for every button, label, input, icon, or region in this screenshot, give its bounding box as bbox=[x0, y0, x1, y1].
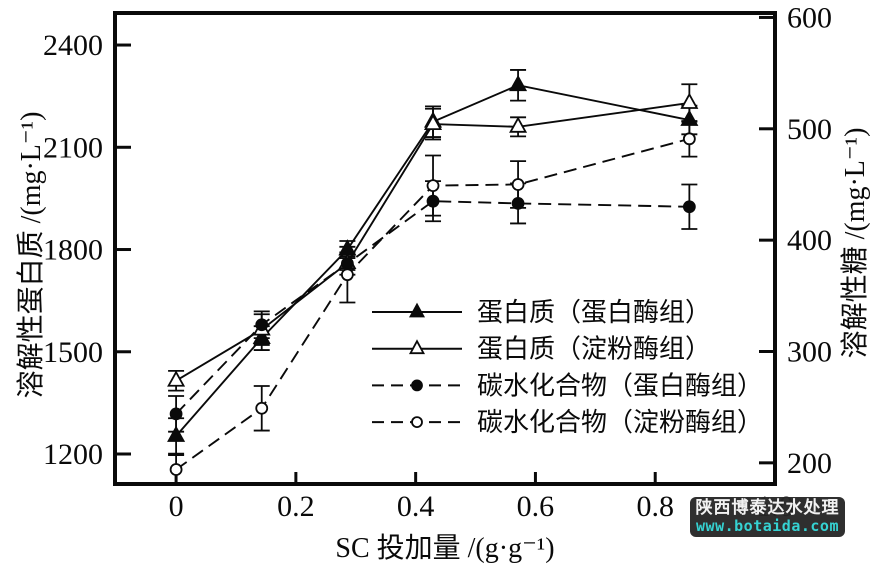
marker-triangle-open-icon bbox=[680, 92, 699, 109]
y-left-tick-label: 1200 bbox=[43, 438, 103, 471]
marker-triangle-open-icon bbox=[408, 339, 426, 355]
series-line-carb-protease bbox=[175, 200, 690, 415]
marker-circle-open-icon bbox=[255, 401, 269, 415]
marker-circle-open-icon bbox=[340, 268, 354, 282]
legend-label: 蛋白质（淀粉酶组） bbox=[477, 335, 711, 364]
marker-circle-open-icon bbox=[682, 132, 696, 146]
legend-item-carb-amylase: 碳水化合物（淀粉酶组） bbox=[372, 408, 763, 437]
watermark-company: 陕西博泰达水处理 bbox=[695, 498, 840, 519]
y-right-tick-label: 400 bbox=[787, 224, 832, 257]
watermark: 陕西博泰达水处理 www.botaida.com bbox=[690, 497, 845, 537]
x-tick-label: 0 bbox=[169, 490, 184, 523]
marker-triangle-open-icon bbox=[509, 116, 528, 133]
x-tick-label: 0.4 bbox=[397, 490, 435, 523]
marker-triangle-filled-icon bbox=[167, 425, 186, 442]
marker-circle-filled-icon bbox=[426, 194, 440, 208]
marker-circle-filled-icon bbox=[682, 200, 696, 214]
marker-circle-open-icon bbox=[169, 463, 183, 476]
legend-item-carb-protease: 碳水化合物（蛋白酶组） bbox=[372, 371, 763, 400]
watermark-url: www.botaida.com bbox=[696, 517, 839, 536]
y-left-tick-label: 1800 bbox=[43, 234, 103, 267]
marker-triangle-filled-icon bbox=[509, 74, 528, 92]
series-line-carb-amylase bbox=[175, 137, 690, 471]
marker-circle-open-icon bbox=[411, 416, 423, 429]
marker-triangle-open-icon bbox=[423, 113, 443, 131]
x-tick-label: 0.2 bbox=[277, 490, 315, 523]
y-left-tick-label: 1500 bbox=[43, 336, 103, 369]
legend-label: 蛋白质（蛋白酶组） bbox=[477, 298, 711, 327]
marker-triangle-filled-icon bbox=[680, 109, 699, 126]
legend-item-protein-amylase: 蛋白质（淀粉酶组） bbox=[372, 335, 711, 364]
y-right-tick-label: 600 bbox=[787, 1, 832, 34]
legend-label: 碳水化合物（蛋白酶组） bbox=[477, 371, 763, 400]
marker-circle-filled-icon bbox=[169, 407, 183, 421]
series-line-protein-protease bbox=[175, 84, 690, 437]
x-axis-title: SC 投加量 /(g·g⁻¹) bbox=[335, 533, 555, 564]
legend: 蛋白质（蛋白酶组） 蛋白质（淀粉酶组） 碳水化合物（蛋白酶组） 碳水化合物（淀粉酶组） bbox=[372, 298, 763, 437]
series-line-protein-amylase bbox=[175, 102, 690, 382]
legend-item-protein-protease: 蛋白质（蛋白酶组） bbox=[372, 298, 711, 327]
y-right-tick-label: 500 bbox=[787, 113, 832, 146]
marker-circle-filled-icon bbox=[511, 197, 525, 210]
x-tick-label: 0.6 bbox=[517, 490, 555, 523]
right-axis-title: 溶解性糖 /(mg·L⁻¹) bbox=[840, 127, 871, 359]
y-right-tick-label: 300 bbox=[787, 335, 832, 368]
marker-circle-filled-icon bbox=[411, 379, 423, 392]
marker-circle-open-icon bbox=[511, 178, 525, 191]
marker-triangle-filled-icon bbox=[252, 327, 271, 345]
y-left-tick-label: 2400 bbox=[43, 29, 103, 62]
marker-circle-filled-icon bbox=[255, 318, 269, 332]
x-tick-label: 0.8 bbox=[636, 490, 674, 523]
marker-circle-filled-icon bbox=[340, 257, 354, 270]
marker-triangle-open-icon bbox=[167, 370, 186, 387]
y-right-tick-label: 200 bbox=[787, 447, 832, 480]
left-axis-title: 溶解性蛋白质 /(mg·L⁻¹) bbox=[16, 111, 47, 399]
legend-label: 碳水化合物（淀粉酶组） bbox=[477, 408, 763, 437]
y-left-tick-label: 2100 bbox=[43, 131, 103, 164]
marker-circle-open-icon bbox=[426, 179, 440, 192]
marker-triangle-filled-icon bbox=[408, 302, 426, 318]
